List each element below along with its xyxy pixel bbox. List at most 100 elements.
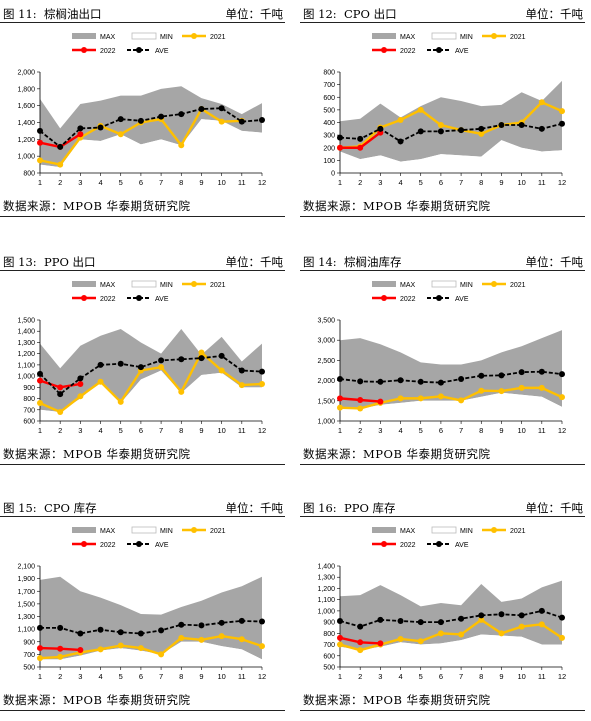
- x-tick-label: 9: [199, 672, 203, 681]
- data-point-ave: [337, 617, 343, 624]
- data-point-ave: [117, 360, 124, 367]
- legend-swatch-max: [372, 527, 396, 533]
- series-line-ave: [339, 122, 563, 143]
- series-ave: [37, 105, 265, 150]
- data-point-ave: [259, 368, 265, 375]
- data-point-2022: [357, 144, 364, 151]
- data-point-2021: [478, 616, 485, 623]
- data-point-ave: [559, 614, 565, 621]
- data-point-2021: [57, 161, 64, 168]
- y-tick-label: 100: [323, 158, 335, 165]
- data-point-2021: [77, 393, 84, 400]
- data-point-ave: [377, 378, 384, 385]
- legend-label-2021: 2021: [210, 34, 226, 41]
- data-point-2022: [357, 396, 364, 403]
- legend-swatch-min: [131, 280, 157, 288]
- x-tick-label: 6: [439, 426, 443, 435]
- data-point-ave: [137, 117, 144, 124]
- x-tick-label: 4: [98, 178, 102, 187]
- x-tick-label: 5: [419, 178, 423, 187]
- y-tick-label: 1,700: [17, 589, 35, 596]
- max-min-band: [340, 80, 562, 162]
- y-tick-label: 1,400: [17, 329, 35, 336]
- data-point-ave: [377, 616, 384, 623]
- data-point-2021: [337, 641, 343, 648]
- data-point-2021: [357, 647, 364, 654]
- panel-fig14: 图 14: 棕榈油库存 单位：千吨 MAX MIN 2021 2022 AVE 1,000…: [300, 250, 585, 475]
- legend-label-max: MAX: [100, 282, 116, 289]
- max-min-band: [40, 328, 262, 413]
- data-point-ave: [518, 369, 525, 376]
- data-point-ave: [137, 364, 144, 371]
- min-area: [340, 634, 562, 667]
- panel-header: 图 12: CPO 出口 单位：千吨: [300, 2, 585, 23]
- x-tick-label: 12: [258, 178, 266, 187]
- x-tick-label: 3: [378, 426, 382, 435]
- chart-fig15: MAX MIN 2021 2022 AVE 500 700 900 1,100 1,300 1,50…: [17, 526, 266, 681]
- data-point-2021: [337, 404, 343, 411]
- data-point-ave: [77, 125, 84, 132]
- x-tick-label: 12: [258, 672, 266, 681]
- series-ave: [337, 120, 565, 145]
- x-tick-label: 11: [538, 178, 546, 187]
- series-ave: [337, 607, 565, 630]
- chart-fig11: MAX MIN 2021 2022 AVE 800 1,000 1,200 1,400 1,600…: [17, 32, 266, 187]
- data-point-2021: [178, 388, 185, 395]
- series-ave: [337, 368, 565, 386]
- legend-label-min: MIN: [160, 528, 173, 535]
- legend-swatch-min: [131, 526, 157, 534]
- data-point-2021: [397, 635, 404, 642]
- x-tick-label: 4: [398, 178, 402, 187]
- data-point-ave: [437, 379, 444, 386]
- chart-title: 棕榈油库存: [343, 255, 402, 269]
- x-tick-label: 7: [159, 426, 163, 435]
- data-point-ave: [559, 371, 565, 378]
- data-point-2021: [259, 643, 265, 650]
- x-tick-label: 9: [199, 178, 203, 187]
- legend-label-2021: 2021: [510, 34, 526, 41]
- data-point-2021: [559, 108, 565, 115]
- y-tick-label: 500: [323, 665, 335, 672]
- panel-header: 图 11: 棕榈油出口 单位：千吨: [0, 2, 285, 23]
- x-tick-label: 2: [358, 672, 362, 681]
- data-point-2021: [137, 645, 144, 652]
- data-point-ave: [198, 355, 205, 362]
- chart-title: CPO 出口: [343, 7, 397, 21]
- y-tick-label: 1,000: [17, 154, 35, 161]
- y-tick-label: 2,500: [317, 358, 335, 365]
- y-tick-label: 1,500: [317, 398, 335, 405]
- y-tick-label: 700: [23, 407, 35, 414]
- data-point-2021: [357, 405, 364, 412]
- x-tick-label: 7: [159, 178, 163, 187]
- data-point-2021: [458, 631, 465, 638]
- data-point-ave: [158, 627, 165, 634]
- source-note: 数据来源：MPOB 华泰期货研究院: [303, 693, 491, 707]
- data-point-ave: [178, 621, 185, 628]
- chart-fig13: MAX MIN 2021 2022 AVE 600 700 800 900 1,000 1,100 1…: [17, 280, 266, 435]
- data-point-2021: [518, 384, 525, 391]
- max-min-band: [40, 86, 262, 168]
- data-point-ave: [198, 106, 205, 113]
- x-tick-label: 7: [459, 426, 463, 435]
- data-point-2021: [218, 118, 225, 125]
- data-point-2021: [437, 122, 444, 129]
- legend: MAX MIN 2021 2022 AVE: [72, 280, 226, 303]
- series-line-ave: [339, 609, 563, 628]
- y-tick-label: 700: [323, 642, 335, 649]
- x-tick-label: 6: [139, 178, 143, 187]
- panel-fig15: 图 15: CPO 库存 单位：千吨 MAX MIN 2021 2022 AVE 500 7…: [0, 496, 285, 721]
- data-point-2021: [37, 655, 43, 662]
- chart-title: PPO 库存: [343, 501, 396, 515]
- x-tick-label: 11: [538, 426, 546, 435]
- y-tick-label: 900: [323, 620, 335, 627]
- x-tick-label: 9: [499, 426, 503, 435]
- data-point-ave: [518, 122, 525, 129]
- x-tick-label: 2: [358, 178, 362, 187]
- legend-label-ave: AVE: [455, 48, 469, 55]
- data-point-ave: [37, 624, 43, 631]
- data-point-ave: [178, 356, 185, 363]
- x-tick-label: 3: [78, 426, 82, 435]
- y-tick-label: 1,000: [317, 419, 335, 426]
- data-point-ave: [498, 611, 505, 618]
- chart-fig12: MAX MIN 2021 2022 AVE 0 100 200 300 400 500 600 700 8…: [323, 32, 566, 187]
